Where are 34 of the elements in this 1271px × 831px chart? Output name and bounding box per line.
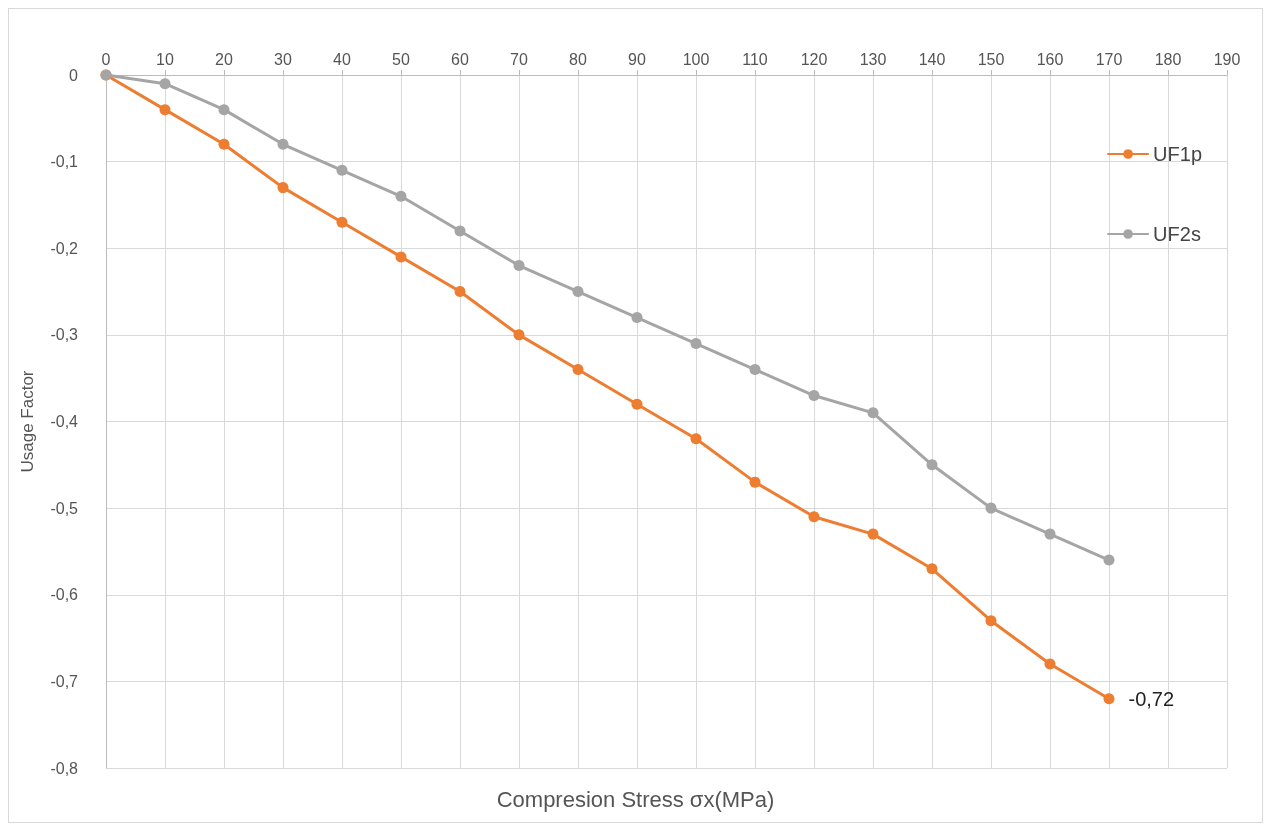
x-tick-label: 150 xyxy=(977,50,1005,68)
y-tick-label: -0,5 xyxy=(50,499,79,517)
legend-label: UF1p xyxy=(1153,143,1202,165)
legend-label: UF2s xyxy=(1153,223,1201,245)
x-tick-label: 60 xyxy=(451,50,469,68)
x-tick-label: 40 xyxy=(333,50,351,68)
x-tick-label: 120 xyxy=(800,50,828,68)
x-tick-label: 130 xyxy=(859,50,887,68)
y-axis-title: Usage Factor xyxy=(18,370,37,473)
x-tick-label: 170 xyxy=(1095,50,1123,68)
x-tick-label: 100 xyxy=(682,50,710,68)
y-tick-label: -0,4 xyxy=(50,413,79,430)
x-tick-label: 0 xyxy=(101,50,111,68)
x-axis-title: Compresion Stress σx(MPa) xyxy=(496,786,775,812)
y-tick-label: -0,7 xyxy=(50,672,79,690)
x-tick-label: 50 xyxy=(392,50,410,68)
y-tick-label: 0 xyxy=(69,66,79,84)
x-tick-label: 10 xyxy=(156,50,174,68)
x-tick-label: 110 xyxy=(742,50,768,68)
x-tick-label: 20 xyxy=(215,50,233,68)
x-tick-label: 180 xyxy=(1154,50,1182,68)
y-tick-label: -0,1 xyxy=(50,153,79,171)
y-tick-label: -0,6 xyxy=(50,586,79,604)
x-tick-label: 90 xyxy=(628,50,646,68)
x-tick-label: 140 xyxy=(918,50,946,68)
x-tick-label: 30 xyxy=(274,50,292,68)
y-tick-label: -0,3 xyxy=(50,326,79,344)
x-tick-label: 160 xyxy=(1036,50,1064,68)
x-tick-label: 190 xyxy=(1213,50,1241,68)
x-tick-label: 80 xyxy=(569,50,587,68)
data-label: -0,72 xyxy=(1128,687,1175,710)
x-tick-label: 70 xyxy=(510,50,528,68)
y-tick-label: -0,2 xyxy=(50,239,79,257)
y-tick-label: -0,8 xyxy=(50,759,79,777)
